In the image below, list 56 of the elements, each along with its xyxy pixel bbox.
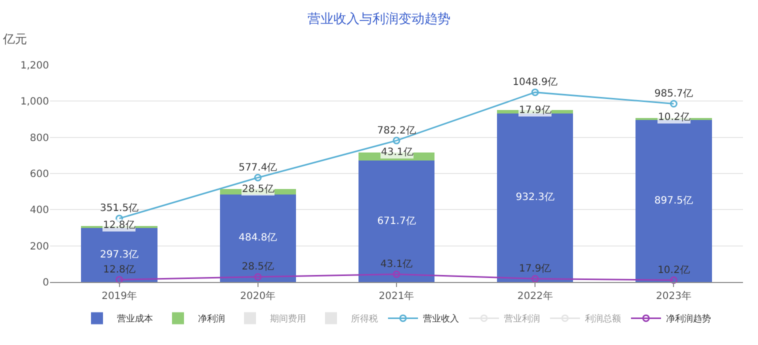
legend-label: 期间费用 <box>270 314 306 325</box>
y-tick-label: 800 <box>30 132 49 144</box>
y-axis-title: 亿元 <box>2 32 27 46</box>
data-label: 12.8亿 <box>103 220 136 231</box>
x-tick-label: 2023年 <box>656 290 692 302</box>
data-label: 577.4亿 <box>238 162 278 174</box>
legend-label: 所得税 <box>351 314 378 325</box>
chart-title: 营业收入与利润变动趋势 <box>308 12 450 27</box>
bar <box>81 228 158 282</box>
bar <box>220 194 296 282</box>
point <box>670 276 678 284</box>
data-label: 1048.9亿 <box>512 77 558 88</box>
point <box>670 100 678 108</box>
data-label: 10.2亿 <box>658 112 690 123</box>
bar <box>496 113 574 282</box>
x-tick-label: 2020年 <box>240 290 276 302</box>
data-label: 43.1亿 <box>380 258 413 270</box>
y-tick-label: 600 <box>30 169 49 180</box>
data-label: 782.2亿 <box>377 125 416 136</box>
data-label: 10.2亿 <box>658 264 690 276</box>
point <box>531 88 539 96</box>
data-label: 28.5亿 <box>242 184 274 195</box>
x-tick-label: 2019年 <box>102 290 138 302</box>
x-tick-label: 2021年 <box>378 290 414 302</box>
legend-label: 营业成本 <box>117 314 153 325</box>
point <box>392 136 400 144</box>
legend-label: 利润总额 <box>585 314 621 325</box>
legend-label: 营业利润 <box>504 314 540 325</box>
legend-label: 营业收入 <box>423 314 459 325</box>
y-tick-label: 200 <box>30 241 49 252</box>
point <box>392 270 400 278</box>
data-label: 17.9亿 <box>518 264 552 275</box>
data-label: 484.8亿 <box>238 232 278 244</box>
data-label: 297.3亿 <box>100 250 139 261</box>
legend-label: 净利润趋势 <box>666 314 711 325</box>
data-label: 43.1亿 <box>381 147 414 158</box>
y-tick-label: 1,200 <box>20 60 49 72</box>
data-label: 671.7亿 <box>377 216 416 227</box>
bar <box>358 160 435 282</box>
data-label: 17.9亿 <box>519 105 552 116</box>
point <box>254 273 262 281</box>
point <box>116 276 124 284</box>
data-label: 12.8亿 <box>103 264 136 276</box>
data-label: 897.5亿 <box>654 195 694 206</box>
data-label: 28.5亿 <box>242 262 274 273</box>
data-label: 932.3亿 <box>516 192 554 204</box>
data-label: 985.7亿 <box>654 88 694 100</box>
x-tick-label: 2022年 <box>517 290 553 302</box>
y-tick-label: 400 <box>30 205 49 216</box>
legend-label: 净利润 <box>198 314 225 325</box>
bar <box>636 120 712 282</box>
data-label: 351.5亿 <box>100 203 139 214</box>
y-tick-label: 1,000 <box>20 96 49 108</box>
point <box>531 275 539 283</box>
point <box>254 174 262 182</box>
y-tick-label: 0 <box>42 278 49 288</box>
